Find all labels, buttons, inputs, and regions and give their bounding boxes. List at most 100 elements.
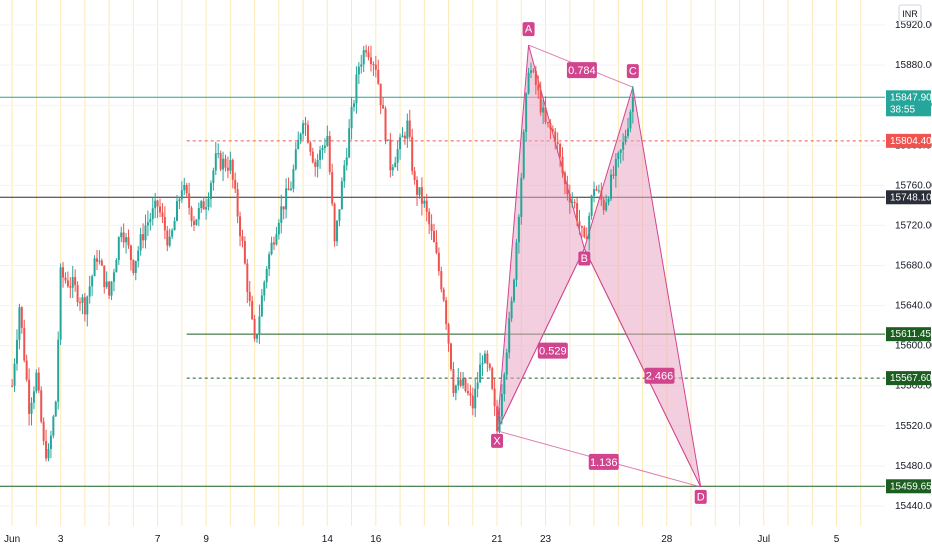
candle-body <box>42 421 45 441</box>
candle-body <box>481 362 484 365</box>
price-tick-label: 15520.00 <box>895 421 932 432</box>
candle-body <box>110 281 113 296</box>
candle-body <box>418 187 421 195</box>
candle-body <box>622 142 625 150</box>
candle-body <box>142 234 145 241</box>
candle-body <box>151 208 154 219</box>
candle-body <box>81 297 84 303</box>
candle-body <box>62 267 65 278</box>
candle-body <box>425 200 428 212</box>
candle-body <box>302 123 305 134</box>
time-axis[interactable] <box>0 526 885 550</box>
pattern-point-label: B <box>581 253 588 265</box>
candle-body <box>248 292 251 302</box>
candle-body <box>214 153 217 171</box>
price-tick-label: 15720.00 <box>895 220 932 231</box>
candle-body <box>127 237 130 246</box>
candle-body <box>355 74 358 104</box>
candle-body <box>57 339 60 402</box>
price-tick-label: 15880.00 <box>895 60 932 71</box>
candle-body <box>340 181 343 210</box>
candle-body <box>207 198 210 208</box>
time-tick-label: 5 <box>834 534 840 545</box>
candle-body <box>285 188 288 210</box>
candle-body <box>505 352 508 375</box>
candle-body <box>176 201 178 221</box>
candle-body <box>108 281 111 296</box>
pattern-ratio-label: 0.784 <box>568 65 596 77</box>
candle-body <box>103 265 106 288</box>
candle-body <box>386 139 389 141</box>
candle-body <box>212 170 215 184</box>
candle-body <box>561 156 564 173</box>
candle-body <box>435 242 438 253</box>
candle-body <box>190 207 193 221</box>
candle-body <box>28 379 31 414</box>
candle-body <box>316 160 319 167</box>
candle-body <box>626 128 629 136</box>
candle-body <box>253 319 256 339</box>
candle-body <box>69 286 72 288</box>
candle-body <box>268 254 271 269</box>
candle-body <box>282 206 285 210</box>
candle-body <box>272 242 275 245</box>
price-tag-value: 15804.40 <box>890 136 932 147</box>
time-tick-label: 14 <box>322 534 334 545</box>
candle-body <box>510 300 513 319</box>
candle-body <box>394 162 397 168</box>
candle-body <box>171 230 174 237</box>
pattern-point-badge <box>522 22 535 37</box>
time-tick-label: 16 <box>370 534 382 545</box>
candle-body <box>183 185 186 191</box>
candle-body <box>205 207 208 210</box>
candle-body <box>437 252 440 272</box>
candle-body <box>319 150 322 161</box>
candle-body <box>459 379 462 386</box>
candle-body <box>294 149 297 169</box>
candle-body <box>209 183 212 199</box>
price-tick-label: 15760.00 <box>895 180 932 191</box>
pattern-ratio-badge <box>644 367 675 384</box>
price-tag-value: 15459.65 <box>890 481 932 492</box>
candle-body <box>551 128 554 132</box>
candle-body <box>476 382 479 389</box>
candle-body <box>180 190 183 200</box>
candle-body <box>462 378 465 386</box>
candle-body <box>353 103 355 107</box>
candle-body <box>614 159 617 176</box>
candle-body <box>430 224 433 231</box>
candle-body <box>280 206 283 223</box>
harmonic-pattern[interactable] <box>496 44 702 488</box>
price-tag-level_low <box>886 479 931 494</box>
candle-body <box>384 108 387 141</box>
candle-body <box>79 302 82 304</box>
countdown-timer: 38:55 <box>890 104 915 115</box>
candle-body <box>105 281 108 288</box>
price-tag-level_red <box>886 133 931 148</box>
candle-body <box>527 72 530 94</box>
candle-body <box>399 137 402 150</box>
candle-body <box>219 153 222 170</box>
candle-body <box>496 406 499 432</box>
candle-body <box>416 179 419 195</box>
candle-body <box>32 391 35 403</box>
pattern-ratio-badge <box>537 342 568 359</box>
candle-body <box>35 372 38 392</box>
candle-body <box>304 123 307 125</box>
candle-body <box>168 236 171 246</box>
price-tick-label: 15600.00 <box>895 341 932 352</box>
candle-body <box>408 120 411 137</box>
candle-body <box>578 221 581 226</box>
candle-body <box>411 136 414 172</box>
currency-badge[interactable]: INR <box>898 4 922 22</box>
candle-body <box>270 242 273 255</box>
candle-body <box>260 295 263 317</box>
candle-body <box>559 144 562 157</box>
candle-body <box>464 378 467 392</box>
candle-body <box>23 327 26 361</box>
candle-body <box>129 245 132 261</box>
pattern-point-label: D <box>697 491 705 503</box>
candle-body <box>13 363 16 386</box>
